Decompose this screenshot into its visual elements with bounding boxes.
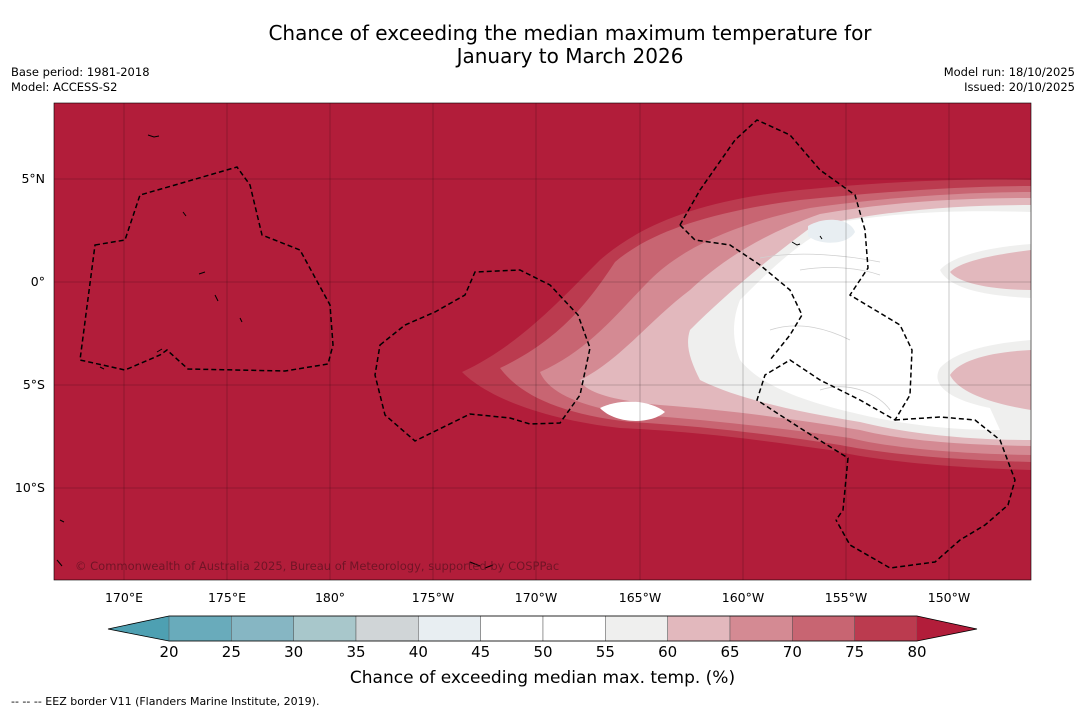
lon-label-170e: 170°E bbox=[104, 590, 143, 605]
colorbar-tick-label: 40 bbox=[408, 643, 428, 661]
colorbar-tick-label: 50 bbox=[533, 643, 553, 661]
eez-kiribati-phoenix bbox=[374, 269, 591, 442]
lon-label-170w: 170°W bbox=[514, 590, 558, 605]
model-name: Model: ACCESS-S2 bbox=[11, 80, 118, 94]
colorbar-tick-label: 20 bbox=[159, 643, 179, 661]
lon-label-180: 180° bbox=[314, 590, 346, 605]
colorbar-tick-label: 70 bbox=[782, 643, 802, 661]
lat-label-10s: 10°S bbox=[14, 480, 45, 495]
lon-label-175w: 175°W bbox=[411, 590, 455, 605]
colorbar-segment bbox=[418, 615, 481, 642]
colorbar-segment bbox=[667, 615, 731, 642]
colorbar-segment bbox=[854, 615, 918, 642]
colorbar-segment bbox=[605, 615, 668, 642]
colorbar-outline bbox=[107, 615, 978, 642]
lon-label-175e: 175°E bbox=[207, 590, 246, 605]
colorbar-tick-label: 35 bbox=[346, 643, 366, 661]
meta-left: Base period: 1981-2018 Model: ACCESS-S2 bbox=[11, 65, 150, 95]
lat-label-0: 0° bbox=[30, 274, 45, 289]
colorbar-tick-label: 55 bbox=[595, 643, 615, 661]
internal-contours bbox=[759, 253, 891, 411]
colorbar-segment bbox=[542, 615, 606, 642]
colorbar-segment bbox=[168, 615, 232, 642]
colorbar-tick-label: 75 bbox=[845, 643, 865, 661]
colorbar-segment bbox=[355, 615, 419, 642]
colorbar-extend-high bbox=[917, 616, 977, 641]
band-45-patch bbox=[808, 219, 855, 243]
map-frame bbox=[53, 102, 1032, 581]
colorbar-tick-label: 60 bbox=[658, 643, 678, 661]
chart-title: Chance of exceeding the median maximum t… bbox=[0, 22, 1085, 68]
copyright-notice: © Commonwealth of Australia 2025, Bureau… bbox=[75, 559, 560, 573]
band-50-island bbox=[600, 401, 665, 421]
colorbar-segment bbox=[480, 615, 544, 642]
colorbar-title: Chance of exceeding median max. temp. (%… bbox=[349, 668, 736, 688]
lat-label-5n: 5°N bbox=[21, 171, 45, 186]
lon-label-155w: 155°W bbox=[824, 590, 868, 605]
colorbar-segment bbox=[231, 615, 294, 642]
meta-right: Model run: 18/10/2025 Issued: 20/10/2025 bbox=[944, 65, 1075, 95]
title-line-2: January to March 2026 bbox=[456, 44, 684, 68]
colorbar-tick-label: 30 bbox=[284, 643, 304, 661]
eez-legend-note: -- -- -- EEZ border V11 (Flanders Marine… bbox=[11, 695, 320, 708]
eez-borders bbox=[79, 119, 1016, 569]
lat-label-5s: 5°S bbox=[22, 377, 45, 392]
colorbar-extend-low bbox=[108, 616, 169, 641]
lon-label-160w: 160°W bbox=[721, 590, 765, 605]
colorbar-segment bbox=[293, 615, 357, 642]
band-50 bbox=[734, 211, 1031, 430]
issued-date: Issued: 20/10/2025 bbox=[964, 80, 1075, 94]
colorbar-tick-label: 80 bbox=[907, 643, 927, 661]
colorbar-segments bbox=[168, 615, 918, 642]
colorbar-segment bbox=[729, 615, 793, 642]
title-line-1: Chance of exceeding the median maximum t… bbox=[268, 21, 872, 45]
colorbar bbox=[107, 615, 978, 642]
colorbar-segment bbox=[792, 615, 855, 642]
eez-kiribati-line bbox=[679, 119, 913, 521]
colorbar-tick-label: 25 bbox=[221, 643, 241, 661]
eez-french-polynesia bbox=[835, 416, 1016, 569]
islands bbox=[56, 134, 823, 569]
colorbar-tick-label: 65 bbox=[720, 643, 740, 661]
lon-label-150w: 150°W bbox=[927, 590, 971, 605]
base-period: Base period: 1981-2018 bbox=[11, 65, 150, 79]
probability-field bbox=[54, 103, 1031, 580]
lon-label-165w: 165°W bbox=[618, 590, 662, 605]
colorbar-tick-label: 45 bbox=[471, 643, 491, 661]
eez-kiribati-gilbert bbox=[79, 166, 334, 372]
model-run: Model run: 18/10/2025 bbox=[943, 65, 1075, 79]
